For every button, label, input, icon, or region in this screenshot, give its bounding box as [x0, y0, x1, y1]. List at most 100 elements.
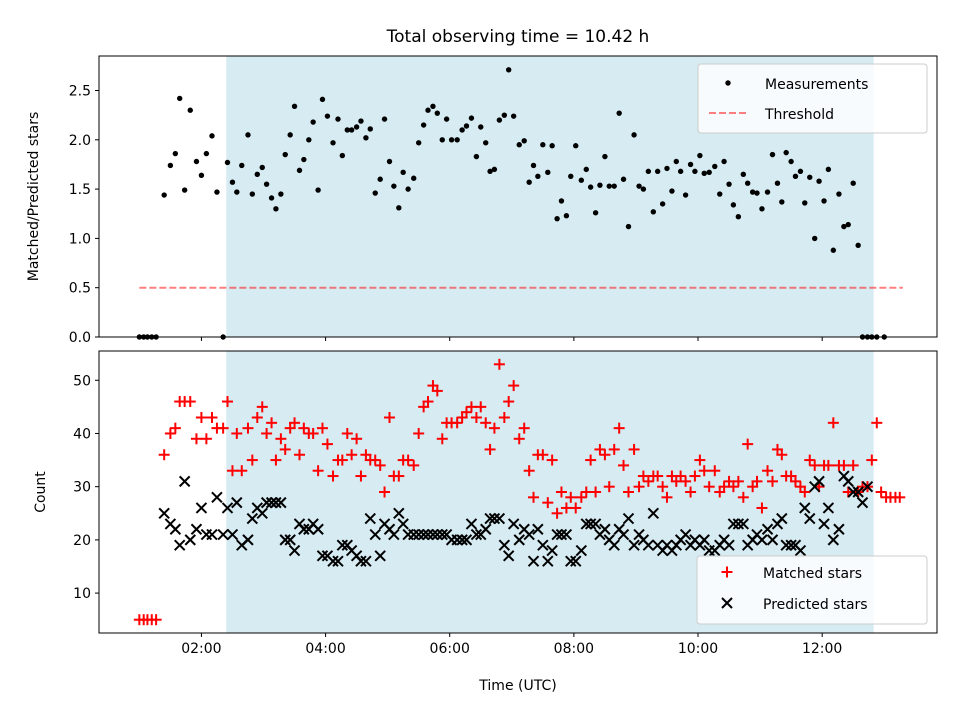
matched-star-point — [537, 449, 549, 461]
measurement-point — [278, 191, 284, 197]
matched-star-point — [327, 470, 339, 482]
measurement-point — [259, 164, 265, 171]
predicted-star-point — [431, 528, 444, 541]
predicted-star-point — [369, 528, 381, 541]
predicted-star-point — [617, 528, 630, 541]
matched-star-point — [226, 465, 238, 477]
matched-star-point — [590, 486, 602, 498]
matched-star-point — [894, 491, 906, 503]
matched-star-point — [498, 412, 510, 424]
measurement-point — [172, 150, 179, 157]
matched-star-point — [384, 412, 396, 424]
measurement-point — [319, 96, 326, 103]
measurement-point — [315, 187, 321, 193]
predicted-star-point — [580, 518, 592, 530]
predicted-star-point — [242, 534, 254, 546]
predicted-star-point — [856, 496, 869, 509]
measurement-point — [344, 127, 350, 133]
predicted-star-point — [316, 550, 329, 562]
measurement-point — [701, 170, 707, 177]
measurement-point — [291, 103, 298, 109]
bottom-x-tick-label: 04:00 — [305, 641, 345, 657]
matched-star-point — [488, 422, 500, 434]
measurement-point — [597, 182, 603, 188]
predicted-star-point — [488, 512, 501, 525]
measurement-point — [740, 171, 747, 178]
matched-star-point — [838, 459, 850, 471]
predicted-star-point — [642, 539, 655, 551]
predicted-star-point — [523, 528, 535, 541]
measurement-point — [706, 169, 712, 176]
matched-star-point — [542, 497, 554, 509]
matched-star-point — [451, 417, 463, 429]
predicted-star-point — [211, 491, 223, 504]
matched-star-point — [762, 465, 774, 477]
predicted-star-point — [804, 512, 816, 525]
matched-star-point — [508, 380, 520, 392]
matched-star-point — [570, 502, 582, 514]
matched-star-point — [150, 614, 162, 626]
matched-star-point — [767, 475, 779, 487]
matched-star-point — [470, 412, 482, 424]
measurement-point — [535, 173, 541, 179]
measurement-point — [483, 140, 489, 146]
measurement-point — [850, 180, 856, 186]
measurement-point — [573, 143, 579, 149]
matched-star-point — [546, 454, 558, 466]
predicted-star-point — [537, 539, 549, 551]
measurement-point — [473, 153, 480, 160]
measurement-point — [687, 161, 694, 168]
measurement-point — [549, 143, 555, 149]
matched-star-point — [871, 417, 883, 429]
measurement-point — [372, 190, 378, 196]
measurement-point — [521, 138, 527, 144]
measurement-point — [400, 169, 406, 176]
measurement-point — [487, 168, 493, 175]
matched-stars-legend-label: Matched stars — [763, 566, 862, 582]
matched-star-point — [718, 481, 730, 493]
matched-star-point — [190, 433, 202, 445]
matched-star-point — [751, 475, 763, 487]
measurement-point — [616, 110, 622, 116]
predicted-star-point — [507, 518, 520, 530]
measurement-point — [659, 201, 666, 207]
matched-star-point — [195, 412, 207, 424]
predicted-star-point — [298, 523, 310, 535]
measurement-point — [558, 198, 565, 204]
measurement-point — [459, 127, 465, 133]
measurement-point — [181, 187, 188, 193]
measurement-point — [825, 166, 832, 173]
measurement-point — [496, 117, 503, 123]
matched-star-point — [847, 459, 859, 471]
measurement-point — [306, 137, 312, 143]
measurement-point — [443, 116, 450, 122]
measurement-point — [396, 205, 402, 211]
matched-star-point — [164, 427, 176, 439]
measurement-point — [273, 206, 279, 212]
matched-stars-points — [133, 358, 906, 626]
matched-star-point — [675, 470, 687, 482]
measurement-point — [377, 176, 383, 182]
measurement-point — [530, 162, 537, 169]
predicted-star-point — [527, 555, 540, 567]
predicted-star-point — [766, 534, 779, 546]
measurement-point — [774, 180, 781, 186]
measurement-point — [353, 124, 360, 130]
matched-star-point — [402, 454, 414, 466]
predicted-star-point — [221, 502, 234, 514]
matched-star-point — [622, 486, 634, 498]
predicted-star-point — [184, 534, 196, 546]
top-legend-box — [697, 63, 928, 134]
matched-star-point — [336, 454, 348, 466]
measurement-point — [540, 142, 546, 148]
matched-star-point — [465, 401, 477, 413]
matched-star-point — [289, 417, 301, 429]
predicted-star-point — [570, 555, 582, 567]
predicted-star-point — [393, 507, 405, 519]
matched-star-point — [789, 475, 801, 487]
measurement-point — [367, 126, 373, 132]
top-legend: Measurements Threshold — [697, 63, 928, 134]
matched-star-point — [523, 465, 535, 477]
predicted-star-point — [408, 528, 420, 541]
